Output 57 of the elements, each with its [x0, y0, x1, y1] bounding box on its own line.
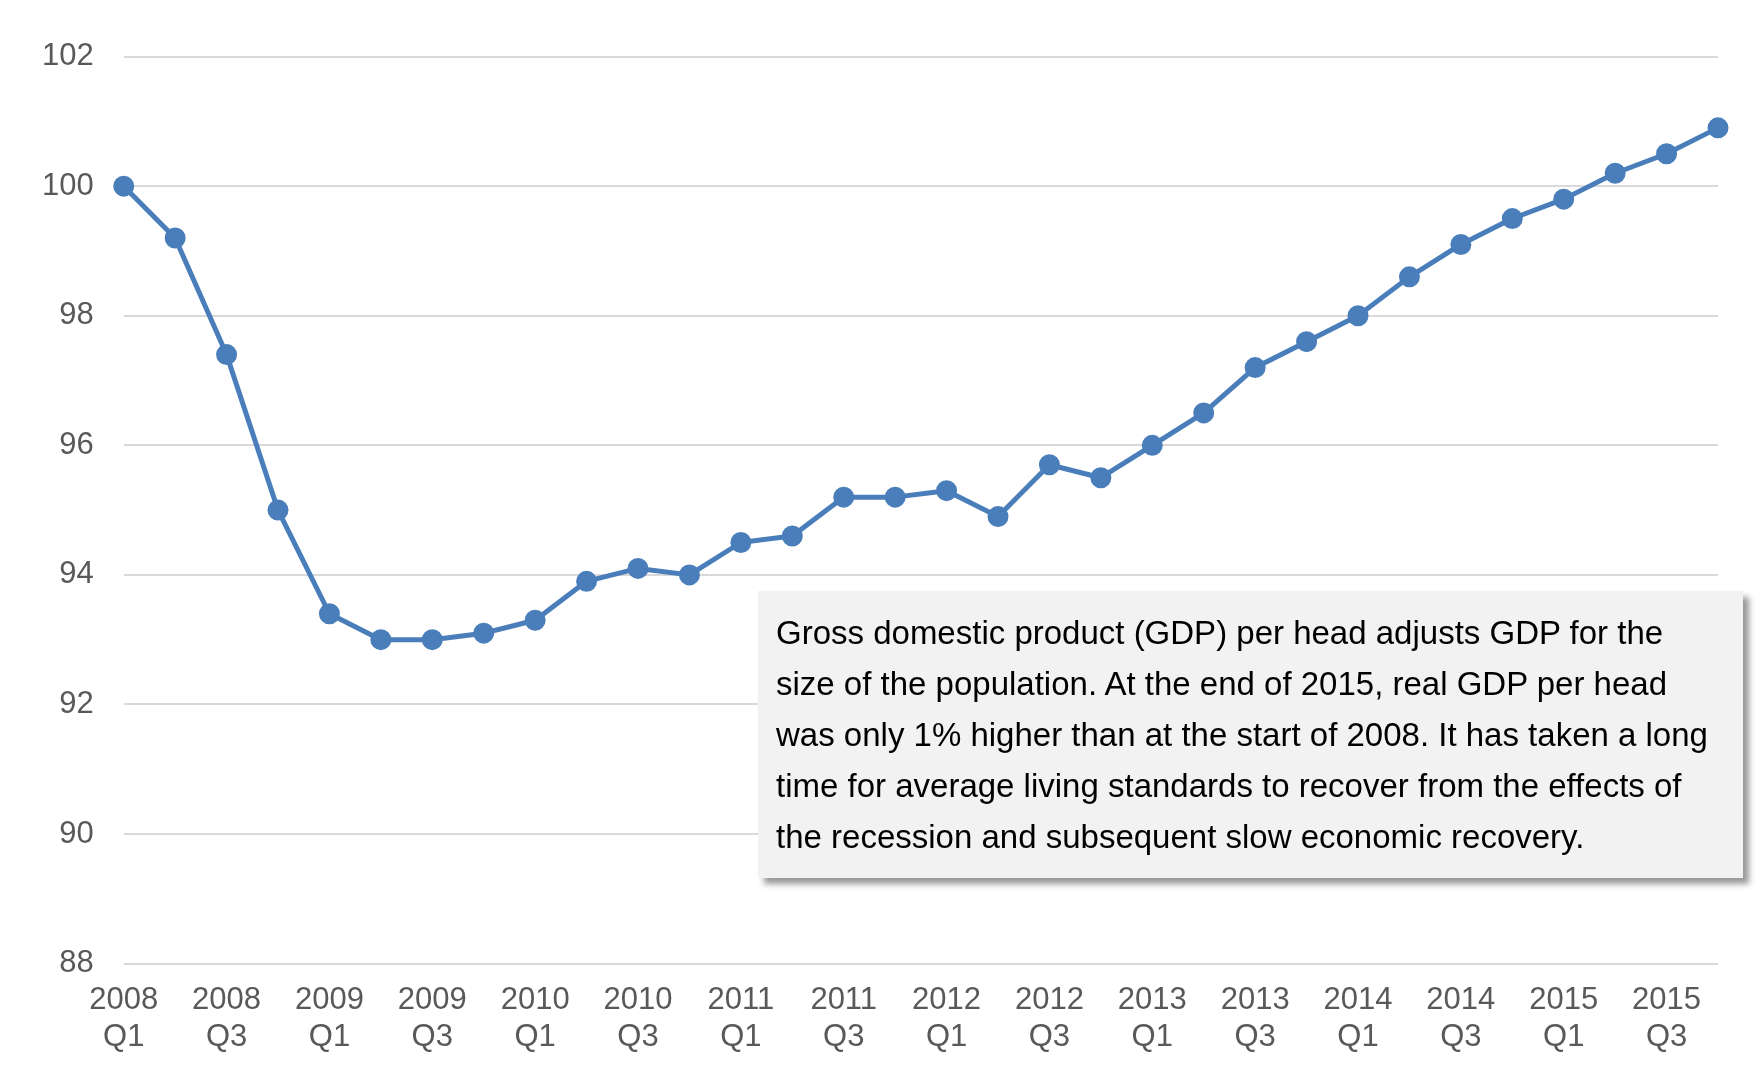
point	[421, 629, 443, 651]
point	[473, 622, 495, 644]
x-tick-label: 2014 Q3	[1426, 980, 1496, 1053]
x-tick-label: 2010 Q1	[500, 980, 570, 1053]
y-tick-label: 90	[59, 814, 94, 850]
point	[884, 486, 906, 508]
point	[1090, 467, 1112, 489]
point	[1398, 266, 1420, 288]
point	[781, 525, 803, 547]
y-tick-label: 102	[41, 37, 94, 73]
x-tick-label: 2008 Q1	[89, 980, 159, 1053]
point	[318, 603, 340, 625]
x-tick-label: 2015 Q3	[1632, 980, 1702, 1053]
point	[1296, 331, 1318, 353]
point	[113, 175, 135, 197]
x-tick-label: 2010 Q3	[603, 980, 673, 1053]
y-tick-label: 96	[59, 425, 94, 461]
point	[1450, 233, 1472, 255]
x-tick-label: 2014 Q1	[1323, 980, 1393, 1053]
point	[1038, 454, 1060, 476]
x-tick-label: 2009 Q3	[397, 980, 467, 1053]
point	[576, 570, 598, 592]
point	[1553, 188, 1575, 210]
x-tick-label: 2011 Q3	[810, 980, 878, 1053]
point	[370, 629, 392, 651]
point	[833, 486, 855, 508]
point	[524, 609, 546, 631]
y-tick-label: 98	[59, 296, 94, 332]
x-tick-label: 2011 Q1	[707, 980, 775, 1053]
point	[1193, 402, 1215, 424]
x-tick-label: 2013 Q3	[1220, 980, 1290, 1053]
point	[936, 480, 958, 502]
x-tick-label: 2009 Q1	[294, 980, 364, 1053]
point	[267, 499, 289, 521]
point	[730, 531, 752, 553]
point	[678, 564, 700, 586]
y-tick-label: 92	[59, 685, 94, 720]
x-tick-label: 2008 Q3	[192, 980, 262, 1053]
point	[987, 506, 1009, 528]
x-tick-label: 2012 Q3	[1014, 980, 1084, 1053]
annotation: Gross domestic product (GDP) per head adjusts GDP for the size of the population. At the end of 2015, real GDP per head was only 1% higher than at the start of 2008. It has taken a long time for average living standards to recover from the effects of the recession and subsequent slow economic recovery.	[758, 591, 1743, 878]
x-tick-label: 2012 Q1	[912, 980, 982, 1053]
y-tick-label: 100	[41, 166, 94, 202]
point	[1141, 434, 1163, 456]
x-tick-label: 2015 Q1	[1529, 980, 1599, 1053]
point	[1501, 208, 1523, 230]
point	[627, 557, 649, 579]
x-tick-label: 2013 Q1	[1117, 980, 1187, 1053]
point	[1604, 162, 1626, 184]
point	[1347, 305, 1369, 327]
point	[216, 344, 238, 366]
point	[1707, 117, 1729, 139]
y-tick-label: 94	[59, 555, 94, 591]
point	[1244, 357, 1266, 379]
point	[1656, 143, 1678, 165]
point	[164, 227, 186, 249]
y-tick-label: 88	[59, 944, 94, 980]
